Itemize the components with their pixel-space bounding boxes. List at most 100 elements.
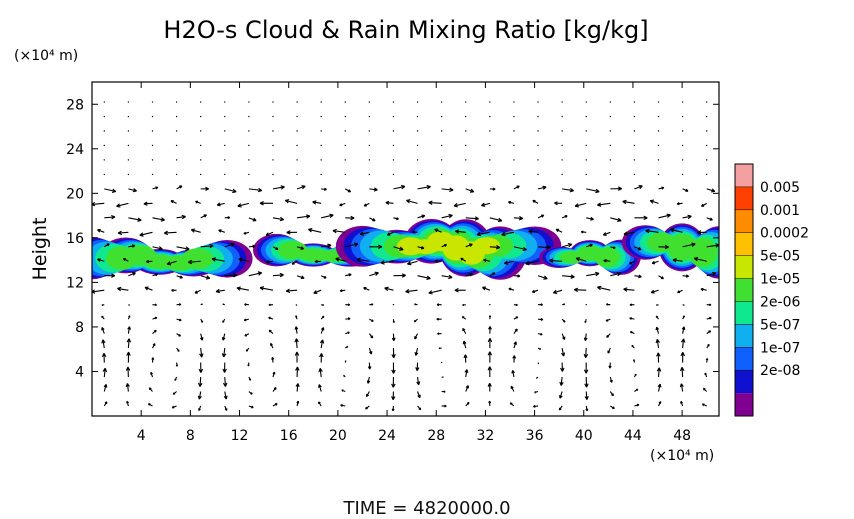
wind-vector bbox=[658, 275, 665, 280]
wind-vector bbox=[628, 260, 635, 265]
wind-vector bbox=[308, 228, 322, 233]
wind-vector bbox=[538, 303, 543, 307]
wind-vector bbox=[365, 391, 370, 398]
wind-vector bbox=[268, 303, 274, 307]
wind-vector bbox=[583, 348, 589, 359]
y-tick-label: 16 bbox=[66, 231, 84, 247]
wind-vector bbox=[248, 391, 253, 395]
cloud-region bbox=[621, 223, 719, 279]
wind-vector bbox=[537, 275, 548, 280]
wind-vector bbox=[584, 318, 587, 324]
colorbar-label: 1e-05 bbox=[760, 272, 800, 288]
wind-vector bbox=[104, 273, 116, 278]
wind-vector bbox=[465, 144, 467, 147]
wind-vector bbox=[633, 159, 636, 161]
wind-vector bbox=[101, 352, 107, 363]
wind-vector bbox=[224, 405, 228, 411]
wind-vector bbox=[122, 257, 129, 262]
wind-vector bbox=[706, 303, 712, 307]
wind-vector bbox=[559, 376, 564, 386]
wind-vector bbox=[148, 387, 153, 392]
wind-vector bbox=[488, 315, 492, 320]
wind-vector bbox=[634, 215, 648, 221]
wind-vector bbox=[657, 130, 660, 132]
wind-vector bbox=[562, 187, 574, 193]
wind-vector bbox=[344, 345, 349, 349]
wind-vector bbox=[116, 202, 129, 208]
wind-vector bbox=[175, 115, 178, 118]
chart-title: H2O-s Cloud & Rain Mixing Ratio [kg/kg] bbox=[163, 16, 648, 44]
wind-vector bbox=[416, 144, 419, 147]
wind-vector bbox=[296, 400, 300, 407]
wind-vector bbox=[248, 159, 250, 161]
x-tick-label: 12 bbox=[231, 428, 249, 444]
colorbar-swatch bbox=[735, 324, 753, 348]
colorbar-swatch bbox=[735, 232, 753, 256]
wind-vector bbox=[537, 245, 551, 250]
wind-vector bbox=[584, 377, 589, 388]
wind-vector bbox=[561, 173, 563, 176]
wind-vector bbox=[369, 303, 374, 306]
wind-vector bbox=[513, 328, 518, 334]
wind-vector bbox=[151, 173, 154, 176]
wind-vector bbox=[416, 101, 419, 103]
wind-vector bbox=[437, 332, 442, 336]
wind-vector bbox=[440, 361, 443, 364]
wind-vector bbox=[224, 272, 238, 278]
wind-vector bbox=[622, 199, 635, 205]
wind-vector bbox=[147, 403, 153, 407]
wind-vector bbox=[152, 246, 163, 251]
wind-vector bbox=[706, 316, 712, 320]
wind-vector bbox=[552, 289, 563, 295]
wind-vector bbox=[320, 315, 325, 320]
wind-vector bbox=[606, 303, 611, 306]
wind-vector bbox=[259, 286, 274, 291]
wind-vector bbox=[561, 159, 563, 161]
wind-vector bbox=[391, 391, 396, 401]
wind-vector bbox=[92, 289, 105, 294]
x-tick-label: 4 bbox=[137, 428, 146, 444]
wind-vector bbox=[461, 316, 467, 320]
wind-vector bbox=[488, 400, 492, 407]
wind-vector bbox=[199, 115, 202, 118]
wind-vector bbox=[633, 101, 636, 103]
colorbar-swatch bbox=[735, 393, 753, 416]
wind-vector bbox=[199, 101, 202, 103]
wind-vector bbox=[152, 343, 156, 349]
y-tick-label: 20 bbox=[66, 186, 84, 202]
wind-vector bbox=[198, 376, 203, 387]
wind-vector bbox=[272, 173, 274, 176]
wind-vector bbox=[200, 214, 208, 219]
wind-vector bbox=[414, 333, 419, 340]
wind-vector bbox=[656, 304, 659, 306]
wind-vector bbox=[392, 144, 395, 147]
wind-vector bbox=[104, 243, 110, 248]
wind-vector bbox=[574, 202, 587, 208]
wind-vector bbox=[294, 351, 300, 363]
wind-vector bbox=[672, 258, 683, 263]
wind-vector bbox=[533, 404, 539, 408]
wind-vector bbox=[343, 374, 346, 378]
wind-vector bbox=[215, 288, 225, 294]
wind-vector bbox=[344, 115, 346, 118]
wind-vector bbox=[272, 185, 285, 190]
wind-vector bbox=[345, 215, 355, 221]
colorbar-swatch bbox=[735, 209, 753, 233]
wind-vector bbox=[706, 271, 717, 277]
x-tick-label: 48 bbox=[673, 428, 691, 444]
wind-vector bbox=[610, 271, 622, 277]
wind-vector bbox=[190, 228, 201, 233]
wind-vector bbox=[585, 144, 587, 147]
wind-vector bbox=[633, 115, 636, 118]
wind-vector bbox=[417, 275, 431, 280]
wind-vector bbox=[366, 376, 371, 384]
wind-vector bbox=[223, 391, 228, 400]
wind-vector bbox=[270, 342, 274, 349]
wind-vector bbox=[171, 405, 177, 409]
wind-vector bbox=[296, 115, 298, 118]
wind-vector bbox=[532, 199, 539, 204]
wind-vector bbox=[248, 130, 250, 132]
wind-vector bbox=[525, 260, 539, 266]
wind-vector bbox=[608, 362, 612, 369]
wind-vector bbox=[575, 257, 587, 262]
